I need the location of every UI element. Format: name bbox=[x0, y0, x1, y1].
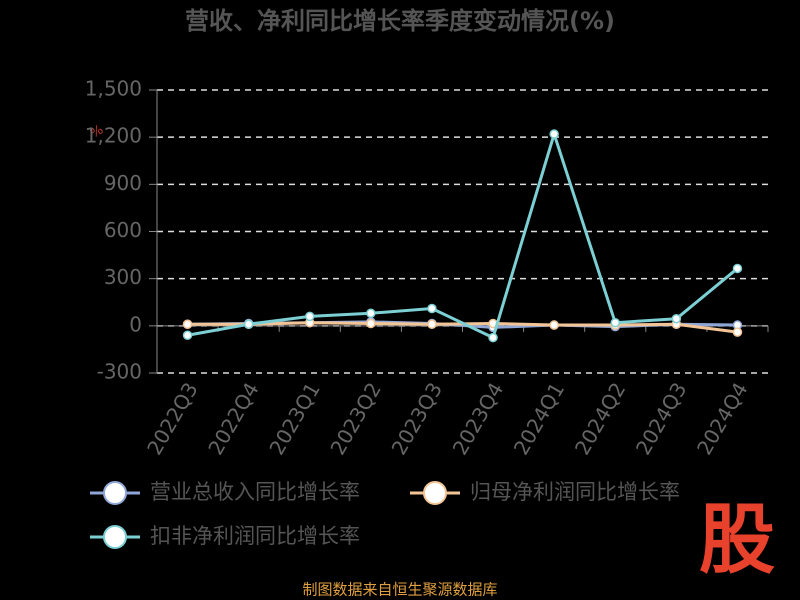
point bbox=[610, 317, 620, 328]
legend-label: 归母净利润同比增长率 bbox=[470, 480, 680, 504]
point bbox=[549, 320, 559, 330]
point bbox=[182, 330, 193, 341]
point bbox=[732, 263, 743, 274]
point bbox=[243, 319, 254, 330]
point bbox=[366, 308, 376, 319]
legend-marker bbox=[103, 481, 127, 505]
point bbox=[488, 332, 498, 343]
point bbox=[427, 319, 437, 330]
y-tick-label: 600 bbox=[104, 218, 142, 242]
source-note: 制图数据来自恒生聚源数据库 bbox=[302, 581, 497, 599]
point bbox=[182, 319, 193, 330]
y-tick-label: 1,500 bbox=[85, 77, 142, 101]
point bbox=[549, 129, 559, 139]
chart-title: 营收、净利同比增长率季度变动情况(%) bbox=[185, 7, 615, 35]
y-tick-label: -300 bbox=[97, 360, 142, 384]
point bbox=[366, 318, 376, 329]
legend-label: 扣非净利润同比增长率 bbox=[150, 524, 360, 548]
y-tick-label: 900 bbox=[104, 171, 142, 195]
y-tick-label: 0 bbox=[129, 312, 142, 336]
legend-label: 营业总收入同比增长率 bbox=[150, 480, 360, 504]
point bbox=[305, 311, 315, 322]
y-tick-label: 300 bbox=[104, 265, 142, 289]
y-tick-label: 1,200 bbox=[85, 124, 142, 148]
point bbox=[671, 314, 682, 324]
legend-marker bbox=[103, 525, 127, 549]
point bbox=[427, 303, 437, 314]
point bbox=[732, 327, 743, 337]
logo: 股 bbox=[699, 495, 775, 584]
legend-marker bbox=[423, 481, 447, 505]
series-line bbox=[187, 128, 739, 340]
